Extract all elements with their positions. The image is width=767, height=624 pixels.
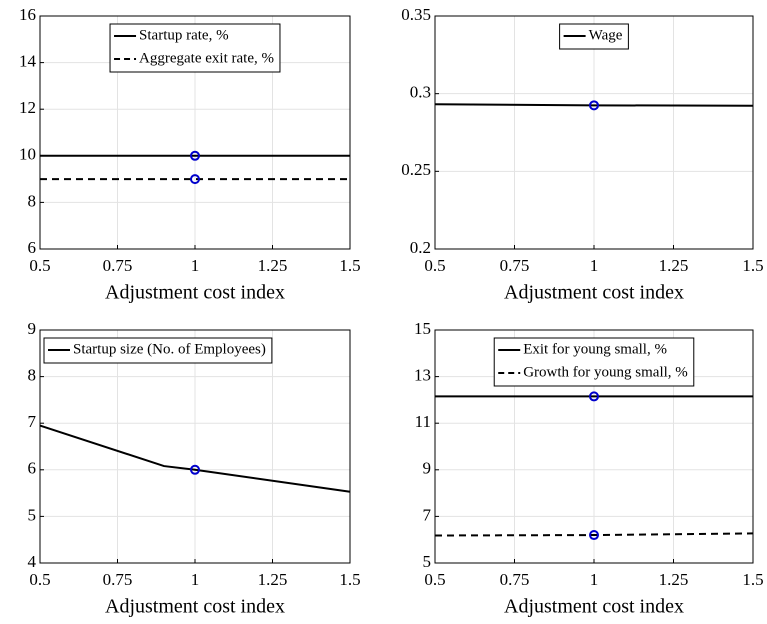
x-tick-label: 1.25 — [258, 570, 288, 589]
x-tick-label: 1 — [590, 570, 599, 589]
legend-label: Growth for young small, % — [523, 364, 688, 380]
subplot: 0.5 0.75 1 1.25 1.5 5 7 9 11 13 15 Adjustment cost … — [414, 319, 764, 618]
x-tick-label: 1.5 — [339, 256, 360, 275]
axes-box — [39, 329, 351, 564]
y-tick-label: 15 — [414, 319, 431, 338]
y-tick-label: 6 — [28, 459, 37, 478]
marker — [589, 530, 599, 541]
y-tick-label: 14 — [19, 52, 37, 71]
y-tick-label: 10 — [19, 145, 36, 164]
x-tick-label: 1.5 — [742, 256, 763, 275]
x-tick-label: 0.75 — [500, 256, 530, 275]
y-tick-label: 11 — [415, 412, 431, 431]
y-tick-label: 4 — [28, 552, 37, 571]
y-tick-label: 5 — [28, 505, 37, 524]
x-tick-label: 0.5 — [29, 256, 50, 275]
legend-box — [109, 23, 281, 73]
legend: Wage — [559, 23, 629, 50]
x-tick-label: 0.75 — [103, 256, 133, 275]
x-axis-label: Adjustment cost index — [105, 282, 285, 304]
y-tick-label: 9 — [28, 319, 37, 338]
x-tick-label: 0.5 — [424, 570, 445, 589]
x-tick-label: 1.25 — [659, 256, 689, 275]
y-tick-label: 0.2 — [410, 238, 431, 257]
y-tick-label: 0.3 — [410, 83, 431, 102]
legend-label: Wage — [589, 27, 623, 43]
y-tick-label: 7 — [423, 505, 432, 524]
x-axis-label: Adjustment cost index — [504, 596, 684, 618]
legend-label: Startup rate, % — [139, 27, 229, 43]
legend-box — [493, 337, 695, 387]
x-tick-label: 0.5 — [29, 570, 50, 589]
x-tick-label: 1.5 — [742, 570, 763, 589]
legend: Startup size (No. of Employees) — [43, 337, 273, 364]
x-tick-label: 1.5 — [339, 570, 360, 589]
y-tick-label: 12 — [19, 98, 36, 117]
y-tick-label: 0.35 — [401, 5, 431, 24]
legend-label: Aggregate exit rate, % — [139, 50, 274, 66]
y-tick-label: 13 — [414, 366, 431, 385]
legend: Exit for young small, % Growth for young … — [493, 337, 695, 387]
data-line — [434, 532, 754, 537]
legend-label: Startup size (No. of Employees) — [73, 341, 266, 357]
data-line — [39, 424, 351, 493]
legend: Startup rate, % Aggregate exit rate, % — [109, 23, 281, 73]
data-line — [434, 103, 754, 107]
y-tick-label: 7 — [28, 412, 37, 431]
y-tick-label: 6 — [28, 238, 37, 257]
marker — [589, 391, 599, 402]
marker — [190, 174, 200, 185]
x-tick-label: 1.25 — [258, 256, 288, 275]
marker — [190, 150, 200, 161]
y-tick-label: 9 — [423, 459, 432, 478]
y-tick-label: 0.25 — [401, 160, 431, 179]
x-axis-label: Adjustment cost index — [504, 282, 684, 304]
y-tick-label: 16 — [19, 5, 36, 24]
legend-label: Exit for young small, % — [523, 341, 667, 357]
axes-box — [434, 15, 754, 250]
subplot: 0.5 0.75 1 1.25 1.5 0.2 0.25 0.3 0.35 Adjustment … — [401, 5, 763, 304]
axes-box — [434, 329, 754, 564]
subplot: 0.5 0.75 1 1.25 1.5 4 5 6 7 8 9 Adjustment cost ind… — [28, 319, 361, 618]
x-tick-label: 1.25 — [659, 570, 689, 589]
subplot: 0.5 0.75 1 1.25 1.5 6 8 10 12 14 16 Adjustment cost… — [19, 5, 361, 304]
x-tick-label: 1 — [191, 256, 200, 275]
x-tick-label: 1 — [590, 256, 599, 275]
y-tick-label: 8 — [28, 191, 37, 210]
axes-box — [39, 15, 351, 250]
marker — [190, 464, 200, 475]
x-tick-label: 1 — [191, 570, 200, 589]
x-tick-label: 0.75 — [500, 570, 530, 589]
marker — [589, 100, 599, 111]
y-tick-label: 8 — [28, 366, 37, 385]
y-tick-label: 5 — [423, 552, 432, 571]
x-axis-label: Adjustment cost index — [105, 596, 285, 618]
x-tick-label: 0.75 — [103, 570, 133, 589]
x-tick-label: 0.5 — [424, 256, 445, 275]
legend-box — [43, 337, 273, 364]
